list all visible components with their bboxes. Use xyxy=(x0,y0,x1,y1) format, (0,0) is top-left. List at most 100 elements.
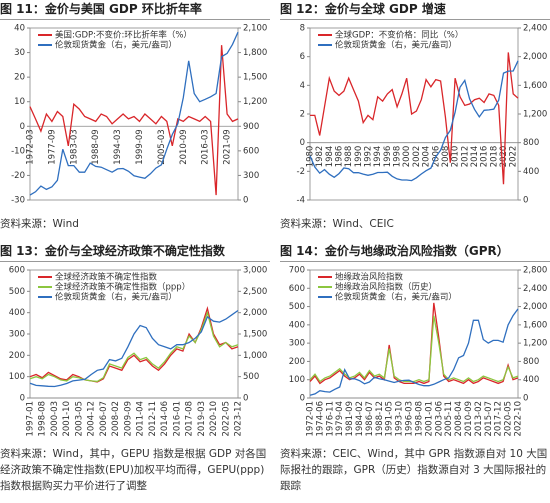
legend-label: 地缘政治风险指数（历史） xyxy=(335,282,437,293)
plot-frame xyxy=(29,27,239,201)
x-tick-label: 2019-03 xyxy=(197,401,207,437)
x-tick-label: 2000 xyxy=(402,146,412,168)
x-tick-label: 2022 xyxy=(509,146,519,168)
x-tick-label: 2017-12 xyxy=(494,401,504,437)
y-tick-label: 0 xyxy=(300,138,305,148)
legend-label: 伦敦现货黄金（右，美元/盎司） xyxy=(55,40,177,51)
source-note: 资料来源：Wind、CEIC xyxy=(280,218,394,230)
x-tick-label: 1984 xyxy=(325,146,335,168)
x-tick-label: 1999-09 xyxy=(135,129,145,165)
y-tick-label: 100 xyxy=(9,372,25,382)
y-tick-label: 1,500 xyxy=(243,330,267,340)
chart-title: 图 12：金价与全球 GDP 增速 xyxy=(280,0,550,20)
x-tick-label: 2016-01 xyxy=(172,401,182,437)
y-tick-label: 200 xyxy=(289,357,305,367)
y-tick-label: 400 xyxy=(289,320,305,330)
chart-title: 图 11：金价与美国 GDP 环比折年率 xyxy=(0,0,270,20)
x-tick-label: 1979-04 xyxy=(335,401,345,437)
y-tick-label: 800 xyxy=(523,138,539,148)
chart-title: 图 13：金价与全球经济政策不确定性指数 xyxy=(0,242,270,262)
y-tick-label: 2,500 xyxy=(243,287,267,297)
x-tick-label: 2008 xyxy=(441,146,451,168)
x-tick-label: 1998-08 xyxy=(414,401,424,437)
x-tick-label: 2001-10 xyxy=(62,401,72,437)
y-tick-label: -10 xyxy=(11,146,25,156)
x-tick-label: 2012-11 xyxy=(148,401,158,437)
x-tick-label: 1994 xyxy=(373,146,383,168)
x-tick-label: 1998 xyxy=(393,146,403,168)
y-tick-label: -2 xyxy=(297,167,305,177)
x-tick-label: 1981-09 xyxy=(345,401,355,437)
x-tick-label: 2018 xyxy=(489,146,499,168)
x-tick-label: 2023-12 xyxy=(234,401,244,437)
y-tick-label: 500 xyxy=(9,287,25,297)
y-tick-label: 300 xyxy=(9,330,25,340)
x-tick-label: 2002 xyxy=(412,146,422,168)
y-tick-label: 0 xyxy=(243,196,248,206)
y-tick-label: 6 xyxy=(300,52,305,62)
y-tick-label: 400 xyxy=(9,308,25,318)
y-tick-label: 2,100 xyxy=(243,24,267,34)
x-tick-label: 1972-03 xyxy=(26,129,36,165)
x-tick-label: 2000-03 xyxy=(50,401,60,437)
x-tick-label: 2004 xyxy=(422,146,432,168)
source-note: 资料来源：Wind xyxy=(0,218,79,230)
y-tick-label: 800 xyxy=(523,357,539,367)
y-tick-label: 2,000 xyxy=(523,302,547,312)
y-tick-label: 300 xyxy=(243,171,259,181)
x-tick-label: 2010-09 xyxy=(179,129,189,165)
y-tick-label: 3,000 xyxy=(243,266,267,276)
x-tick-label: 2005-03 xyxy=(157,129,167,165)
series-line xyxy=(29,45,239,196)
x-tick-label: 1990 xyxy=(354,146,364,168)
legend-label: 全球GDP：不变价格：同比（%） xyxy=(335,30,463,41)
x-tick-label: 1994-03 xyxy=(113,129,123,165)
y-tick-label: 0 xyxy=(300,394,305,404)
y-tick-label: 1,600 xyxy=(523,81,547,91)
legend-label: 伦敦现货黄金（右，美元/盎司） xyxy=(335,40,457,51)
panel: 图 14：金价与地缘政治风险指数（GPR） 700 600 500 400 300 200… xyxy=(280,242,550,494)
x-tick-label: 1984-02 xyxy=(355,401,365,437)
y-tick-label: 400 xyxy=(523,167,539,177)
chart: 40 30 20 10 0 -10 -20 -30 0 300 600 900 1,200 1,500 1,… xyxy=(11,24,267,206)
legend-label: 全球经济政策不确定性指数 xyxy=(55,272,158,283)
x-tick-label: 1988-09 xyxy=(91,129,101,165)
y-tick-label: 100 xyxy=(289,375,305,385)
x-tick-label: 2010 xyxy=(451,146,461,168)
legend-label: 美国:GDP:不变价:环比折年率（%） xyxy=(55,30,192,41)
x-tick-label: 2001-01 xyxy=(424,401,434,437)
x-tick-label: 1998-08 xyxy=(38,401,48,437)
x-tick-label: 2008-04 xyxy=(454,401,464,437)
y-tick-label: -20 xyxy=(11,171,25,181)
x-tick-label: 1976-11 xyxy=(325,401,335,437)
x-tick-label: 2022-05 xyxy=(221,401,231,437)
x-tick-label: 1991-05 xyxy=(385,401,395,437)
series-line xyxy=(309,60,519,182)
y-tick-label: 1,000 xyxy=(243,351,267,361)
series-line xyxy=(29,31,239,196)
source-note: 资料来源：Wind，其中，GEPU 指数是根据 GDP 对各国经济政策不确定性指… xyxy=(0,448,267,492)
y-tick-label: 0 xyxy=(20,122,25,132)
x-tick-label: 2013-02 xyxy=(474,401,484,437)
x-tick-label: 1977-09 xyxy=(47,129,57,165)
y-tick-label: 2,400 xyxy=(523,24,547,34)
x-tick-label: 1996 xyxy=(383,146,393,168)
x-tick-label: 2010-09 xyxy=(464,401,474,437)
x-tick-label: 1992 xyxy=(364,146,374,168)
y-tick-label: 600 xyxy=(9,266,25,276)
y-tick-label: 200 xyxy=(9,351,25,361)
chart-title: 图 14：金价与地缘政治风险指数（GPR） xyxy=(280,242,550,262)
x-tick-label: 2011-04 xyxy=(136,401,146,437)
y-tick-label: 40 xyxy=(14,24,25,34)
x-tick-label: 1982 xyxy=(315,146,325,168)
x-tick-label: 1972-01 xyxy=(306,401,316,437)
y-tick-label: 2 xyxy=(300,110,305,120)
chart: 600 500 400 300 200 100 0 0 500 1,000 1,500 2,000 2,… xyxy=(9,266,268,437)
series-line xyxy=(29,309,239,388)
series-line xyxy=(29,305,239,383)
x-tick-label: 2015-07 xyxy=(484,401,494,437)
x-tick-label: 1993-10 xyxy=(395,401,405,437)
source-note: 资料来源：CEIC、Wind，其中 GPR 指数源自对 10 大国际报社的跟踪，… xyxy=(280,448,548,492)
chart: 700 600 500 400 300 200 100 0 0 400 800 1,200 1,600 2… xyxy=(289,266,548,437)
